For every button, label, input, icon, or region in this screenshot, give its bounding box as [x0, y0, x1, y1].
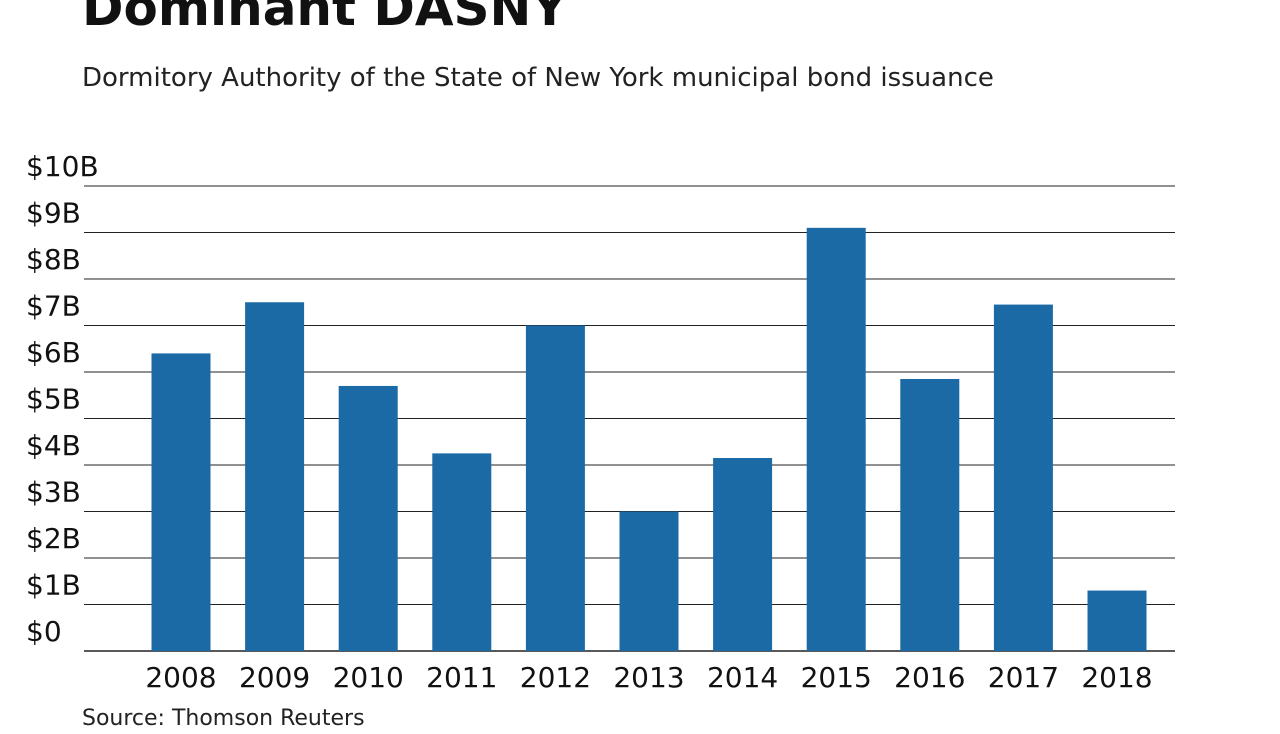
- bars: [151, 227, 1147, 651]
- bar-2009: [245, 302, 305, 651]
- x-tick-label: 2018: [1081, 661, 1152, 694]
- x-tick-label: 2012: [520, 661, 591, 694]
- x-tick-label: 2013: [613, 661, 684, 694]
- x-tick-label: 2008: [145, 661, 216, 694]
- y-tick-label: $1B: [26, 569, 81, 602]
- y-tick-label: $5B: [26, 383, 81, 416]
- y-tick-label: $4B: [26, 429, 81, 462]
- x-tick-label: 2014: [707, 661, 778, 694]
- y-tick-label: $3B: [26, 476, 81, 509]
- chart-title: Dominant DASNY: [82, 0, 568, 37]
- y-tick-label: $10B: [26, 150, 99, 183]
- bar-2011: [432, 453, 492, 651]
- x-tick-label: 2016: [894, 661, 965, 694]
- y-axis-labels: $0 $1B $2B $3B $4B $5B $6B $7B $8B $9B $10B: [26, 150, 99, 648]
- bar-2018: [1087, 590, 1147, 651]
- y-tick-label: $6B: [26, 336, 81, 369]
- bar-2008: [151, 353, 211, 651]
- y-tick-label: $8B: [26, 243, 81, 276]
- y-tick-label: $0: [26, 615, 62, 648]
- bar-2016: [900, 378, 960, 651]
- chart-source: Source: Thomson Reuters: [82, 706, 365, 731]
- x-axis-labels: 2008 2009 2010 2011 2012 2013 2014 2015 2016 2017…: [145, 661, 1152, 694]
- y-tick-label: $9B: [26, 197, 81, 230]
- bar-2015: [806, 227, 866, 651]
- bar-2017: [993, 304, 1053, 651]
- y-tick-label: $2B: [26, 522, 81, 555]
- chart-subtitle: Dormitory Authority of the State of New …: [82, 63, 994, 93]
- x-tick-label: 2010: [333, 661, 404, 694]
- bar-2013: [619, 511, 679, 651]
- x-tick-label: 2011: [426, 661, 497, 694]
- bar-2012: [525, 325, 585, 651]
- x-tick-label: 2009: [239, 661, 310, 694]
- x-tick-label: 2017: [988, 661, 1059, 694]
- bar-2014: [713, 458, 773, 651]
- bar-2010: [338, 385, 398, 651]
- y-tick-label: $7B: [26, 290, 81, 323]
- x-tick-label: 2015: [801, 661, 872, 694]
